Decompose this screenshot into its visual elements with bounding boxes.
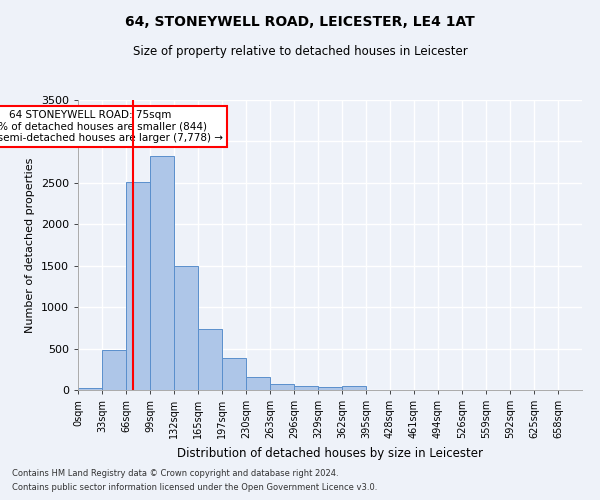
Text: Contains public sector information licensed under the Open Government Licence v3: Contains public sector information licen… — [12, 484, 377, 492]
Bar — [102, 350, 126, 390]
Bar — [270, 384, 294, 390]
Bar — [174, 266, 198, 390]
Text: Size of property relative to detached houses in Leicester: Size of property relative to detached ho… — [133, 45, 467, 58]
Text: 64 STONEYWELL ROAD: 75sqm
← 10% of detached houses are smaller (844)
90% of semi: 64 STONEYWELL ROAD: 75sqm ← 10% of detac… — [0, 110, 223, 143]
Bar — [246, 377, 270, 390]
X-axis label: Distribution of detached houses by size in Leicester: Distribution of detached houses by size … — [177, 446, 483, 460]
Bar — [78, 388, 102, 390]
Bar — [198, 329, 222, 390]
Bar — [294, 386, 318, 390]
Text: 64, STONEYWELL ROAD, LEICESTER, LE4 1AT: 64, STONEYWELL ROAD, LEICESTER, LE4 1AT — [125, 15, 475, 29]
Bar — [222, 358, 246, 390]
Bar — [126, 182, 150, 390]
Y-axis label: Number of detached properties: Number of detached properties — [25, 158, 35, 332]
Bar — [342, 386, 366, 390]
Bar — [150, 156, 174, 390]
Bar — [318, 386, 342, 390]
Text: Contains HM Land Registry data © Crown copyright and database right 2024.: Contains HM Land Registry data © Crown c… — [12, 468, 338, 477]
